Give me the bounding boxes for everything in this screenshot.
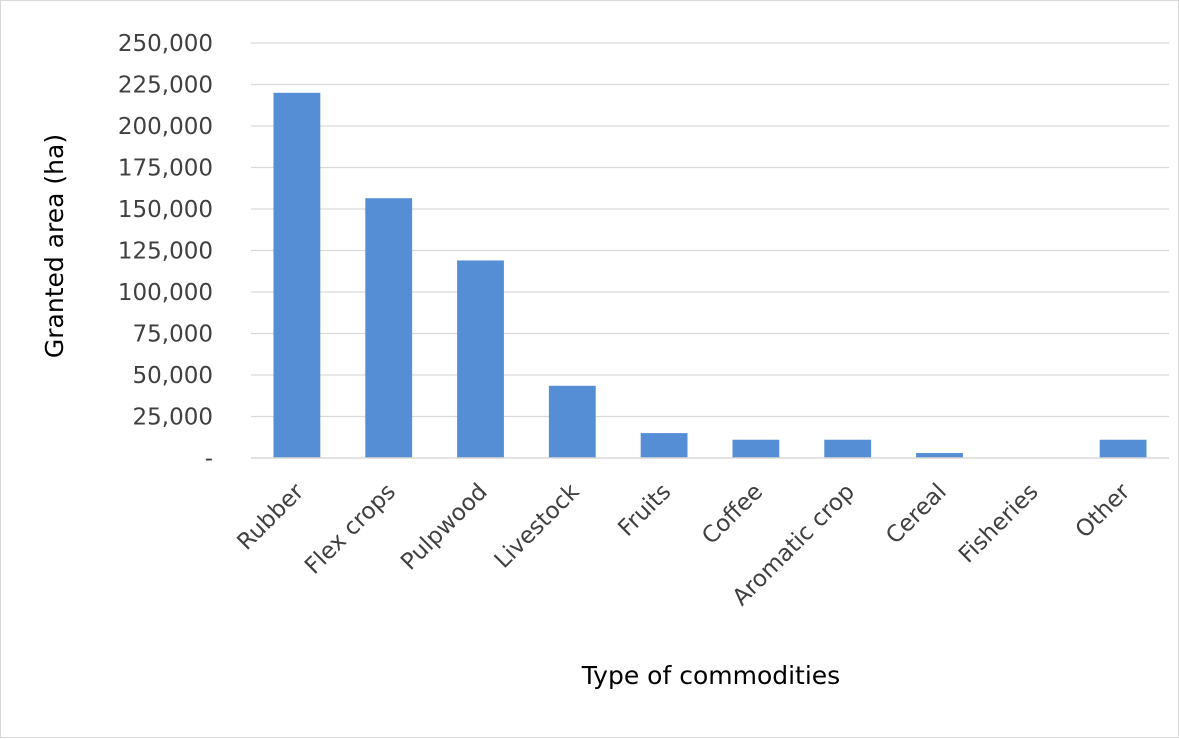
y-tick-label: 200,000 [118,114,213,140]
x-tick-label: Pulpwood [396,479,493,576]
x-tick-label: Flex crops [300,479,401,580]
x-tick-label: Livestock [490,478,585,573]
y-tick-label: - [205,446,213,472]
bar-livestock [548,385,596,458]
x-tick-label: Fisheries [954,479,1044,569]
x-tick-label: Other [1071,478,1136,543]
x-tick-label: Rubber [233,478,310,555]
bars [273,92,1147,459]
x-tick-label: Coffee [697,479,768,550]
bar-fruits [640,433,688,458]
y-tick-label: 150,000 [118,197,213,223]
y-tick-label: 175,000 [118,156,213,182]
bar-rubber [273,92,321,459]
bar-pulpwood [457,260,504,458]
bar-aromatic-crop [824,439,872,458]
y-tick-label: 50,000 [133,363,213,389]
y-tick-label: 100,000 [118,280,213,306]
bar-coffee [732,439,780,458]
bar-other [1099,439,1147,458]
bar-flex-crops [365,198,413,458]
bar-cereal [916,453,963,458]
y-tick-label: 75,000 [133,322,213,348]
y-axis-tick-labels: - 25,000 50,000 75,000 100,000 125,000 150,000… [118,31,213,472]
y-tick-label: 125,000 [118,239,213,265]
x-tick-label: Cereal [881,479,952,550]
y-tick-label: 250,000 [118,31,213,57]
x-axis-title: Type of commodities [581,661,840,690]
y-axis-title: Granted area (ha) [40,134,69,358]
x-tick-label: Fruits [613,479,676,542]
y-tick-label: 25,000 [133,405,213,431]
y-tick-label: 225,000 [118,73,213,99]
